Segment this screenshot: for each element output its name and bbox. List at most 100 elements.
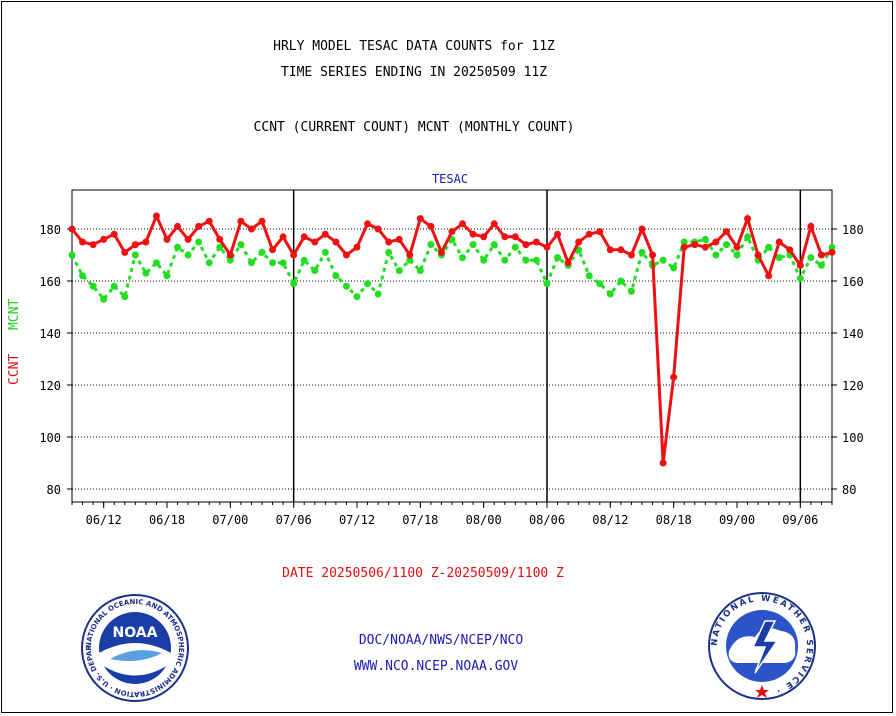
ccnt-data-point <box>522 241 530 249</box>
x-tick-label: 08/18 <box>656 513 692 527</box>
ccnt-data-point <box>532 238 540 246</box>
mcnt-data-point <box>79 272 87 280</box>
ccnt-data-point <box>68 225 76 233</box>
x-tick-label: 09/06 <box>782 513 818 527</box>
ccnt-data-point <box>659 459 667 467</box>
x-tick-label: 06/18 <box>149 513 185 527</box>
ccnt-data-point <box>459 220 467 228</box>
ccnt-data-point <box>469 230 477 238</box>
mcnt-data-point <box>131 251 139 259</box>
ccnt-data-point <box>406 251 414 259</box>
ccnt-data-point <box>606 246 614 254</box>
mcnt-data-point <box>269 259 277 267</box>
x-tick-label: 08/12 <box>592 513 628 527</box>
ccnt-data-point <box>575 238 583 246</box>
ccnt-data-point <box>543 243 551 251</box>
mcnt-data-point <box>480 256 488 264</box>
ccnt-data-point <box>733 243 741 251</box>
x-tick-label: 07/12 <box>339 513 375 527</box>
mcnt-data-point <box>321 248 329 256</box>
x-tick-label: 07/06 <box>276 513 312 527</box>
y-tick-label-left: 160 <box>39 275 61 289</box>
y-tick-label-left: 100 <box>39 431 61 445</box>
ccnt-data-point <box>279 233 287 241</box>
ccnt-data-point <box>174 222 182 230</box>
mcnt-data-point <box>459 254 467 262</box>
mcnt-data-point <box>290 280 298 288</box>
ccnt-data-point <box>216 235 224 243</box>
ccnt-data-point <box>490 220 498 228</box>
mcnt-data-point <box>807 254 815 262</box>
ccnt-data-point <box>205 217 213 225</box>
ccnt-data-point <box>722 228 730 236</box>
mcnt-data-point <box>828 243 836 251</box>
ccnt-data-point <box>554 230 562 238</box>
chart-title-line2: TIME SERIES ENDING IN 20250509 11Z <box>280 65 548 80</box>
y-tick-label-right: 80 <box>842 483 856 497</box>
ccnt-data-point <box>416 215 424 223</box>
mcnt-data-point <box>532 256 540 264</box>
y-tick-label-left: 120 <box>39 379 61 393</box>
ccnt-data-point <box>427 222 435 230</box>
ccnt-data-point <box>364 220 372 228</box>
y-tick-label-left: 80 <box>47 483 61 497</box>
ccnt-data-point <box>142 238 150 246</box>
mcnt-data-point <box>364 280 372 288</box>
mcnt-data-point <box>121 293 129 301</box>
mcnt-data-point <box>110 282 118 290</box>
mcnt-data-point <box>385 248 393 256</box>
ccnt-data-point <box>184 235 192 243</box>
ccnt-data-point <box>744 215 752 223</box>
mcnt-data-point <box>353 293 361 301</box>
mcnt-data-point <box>469 241 477 249</box>
ccnt-data-point <box>501 233 509 241</box>
ccnt-data-point <box>627 251 635 259</box>
ccnt-data-point <box>89 241 97 249</box>
x-tick-label: 07/18 <box>402 513 438 527</box>
ccnt-data-point <box>828 248 836 256</box>
mcnt-data-point <box>100 295 108 303</box>
mcnt-data-point <box>775 254 783 262</box>
mcnt-data-point <box>279 259 287 267</box>
mcnt-data-point <box>163 272 171 280</box>
ccnt-data-point <box>691 241 699 249</box>
mcnt-data-point <box>585 272 593 280</box>
mcnt-data-point <box>68 251 76 259</box>
ccnt-data-point <box>269 246 277 254</box>
ccnt-data-point <box>332 238 340 246</box>
y-tick-label-right: 120 <box>842 379 864 393</box>
date-range-label: DATE 20250506/1100 Z-20250509/1100 Z <box>282 566 564 581</box>
ccnt-data-point <box>701 243 709 251</box>
mcnt-data-point <box>596 280 604 288</box>
nco-org-link[interactable]: DOC/NOAA/NWS/NCEP/NCO <box>358 633 524 648</box>
chart-subtitle: CCNT (CURRENT COUNT) MCNT (MONTHLY COUNT… <box>253 120 575 135</box>
ccnt-data-point <box>437 248 445 256</box>
mcnt-data-point <box>543 280 551 288</box>
ccnt-data-point <box>195 222 203 230</box>
mcnt-data-point <box>174 243 182 251</box>
ccnt-data-point <box>163 235 171 243</box>
ccnt-data-point <box>596 228 604 236</box>
mcnt-data-point <box>247 259 255 267</box>
ccnt-data-point <box>775 238 783 246</box>
mcnt-data-point <box>216 243 224 251</box>
mcnt-data-point <box>226 256 234 264</box>
mcnt-data-point <box>342 282 350 290</box>
y-tick-label-left: 180 <box>39 223 61 237</box>
mcnt-data-point <box>817 261 825 269</box>
plot-title: TESAC <box>431 172 469 186</box>
nco-website-link[interactable]: WWW.NCO.NCEP.NOAA.GOV <box>353 659 519 674</box>
mcnt-data-point <box>89 282 97 290</box>
ccnt-data-point <box>300 233 308 241</box>
ccnt-data-point <box>385 238 393 246</box>
y-tick-label-left: 140 <box>39 327 61 341</box>
mcnt-data-point <box>395 267 403 275</box>
ccnt-data-point <box>807 222 815 230</box>
y-tick-label-right: 140 <box>842 327 864 341</box>
mcnt-data-point <box>659 256 667 264</box>
ccnt-data-point <box>395 235 403 243</box>
mcnt-data-point <box>522 256 530 264</box>
ccnt-data-point <box>649 251 657 259</box>
mcnt-data-point <box>701 235 709 243</box>
mcnt-data-point <box>300 256 308 264</box>
